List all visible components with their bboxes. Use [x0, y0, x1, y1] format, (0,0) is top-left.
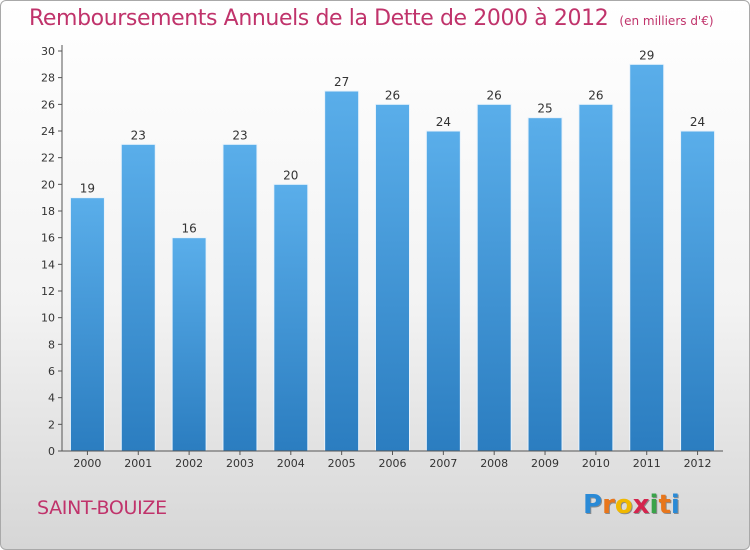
- x-tick-label: 2006: [379, 457, 407, 470]
- y-tick-label: 22: [41, 152, 55, 165]
- y-tick-label: 8: [48, 338, 55, 351]
- bar: [425, 130, 461, 452]
- x-tick-label: 2007: [429, 457, 457, 470]
- y-tick-label: 18: [41, 205, 55, 218]
- bar: [476, 103, 512, 452]
- y-tick-label: 6: [48, 365, 55, 378]
- y-tick-label: 2: [48, 418, 55, 431]
- y-tick-label: 24: [41, 125, 55, 138]
- value-label: 23: [232, 128, 247, 142]
- x-tick-label: 2000: [73, 457, 101, 470]
- logo-letter: x: [632, 490, 650, 520]
- value-label: 23: [131, 128, 146, 142]
- value-label: 26: [487, 88, 502, 102]
- y-tick-label: 20: [41, 178, 55, 191]
- y-tick-label: 28: [41, 72, 55, 85]
- bar: [120, 143, 156, 452]
- value-label: 19: [80, 182, 95, 196]
- x-tick-label: 2005: [328, 457, 356, 470]
- x-tick-label: 2009: [531, 457, 559, 470]
- x-tick-label: 2004: [277, 457, 305, 470]
- x-tick-label: 2002: [175, 457, 203, 470]
- value-label: 27: [334, 75, 349, 89]
- value-label: 26: [385, 88, 400, 102]
- x-tick-label: 2011: [633, 457, 661, 470]
- y-tick-label: 0: [48, 445, 55, 458]
- x-tick-labels: 2000 2001 2002 2003 2004 2005 2006 2007 2008 2009…: [73, 457, 711, 470]
- bars-group: [69, 63, 716, 452]
- bar: [680, 130, 716, 452]
- y-tick-label: 4: [48, 392, 55, 405]
- bar: [629, 63, 665, 452]
- logo-letter: i: [649, 490, 659, 520]
- y-tick-label: 12: [41, 285, 55, 298]
- axes-group: [58, 45, 723, 455]
- y-tick-label: 30: [41, 45, 55, 58]
- bar: [273, 183, 309, 452]
- x-tick-label: 2012: [684, 457, 712, 470]
- bar: [527, 117, 563, 452]
- unit-note: (en milliers d'€): [619, 14, 714, 28]
- x-tick-label: 2001: [124, 457, 152, 470]
- value-label: 24: [436, 115, 451, 129]
- logo-letter: r: [602, 490, 615, 520]
- y-tick-label: 16: [41, 232, 55, 245]
- y-tick-label: 10: [41, 312, 55, 325]
- bar: [324, 90, 360, 452]
- chart-title: Remboursements Annuels de la Dette de 20…: [29, 6, 714, 31]
- value-label: 24: [690, 115, 705, 129]
- x-tick-label: 2010: [582, 457, 610, 470]
- proxiti-logo: Proxiti: [583, 490, 680, 520]
- value-label: 20: [283, 168, 298, 182]
- value-label: 25: [537, 102, 552, 116]
- y-tick-label: 14: [41, 258, 55, 271]
- bar: [578, 103, 614, 452]
- bar: [171, 237, 207, 452]
- bar: [375, 103, 410, 452]
- title-text: Remboursements Annuels de la Dette de 20…: [29, 6, 609, 31]
- logo-letter: o: [614, 490, 633, 520]
- value-label: 29: [639, 48, 654, 62]
- logo-letter: t: [658, 490, 671, 520]
- value-label: 26: [588, 88, 603, 102]
- logo-letter: i: [670, 490, 680, 520]
- bar: [222, 143, 258, 452]
- value-label: 16: [181, 222, 196, 236]
- value-labels: 19 23 16 23 20 27 26 24 26 25 26 29 24: [80, 48, 705, 235]
- x-tick-label: 2003: [226, 457, 254, 470]
- logo-letter: P: [583, 490, 603, 520]
- commune-name: SAINT-BOUIZE: [37, 497, 167, 519]
- y-tick-label: 26: [41, 98, 55, 111]
- x-tick-label: 2008: [480, 457, 508, 470]
- bar: [69, 197, 105, 452]
